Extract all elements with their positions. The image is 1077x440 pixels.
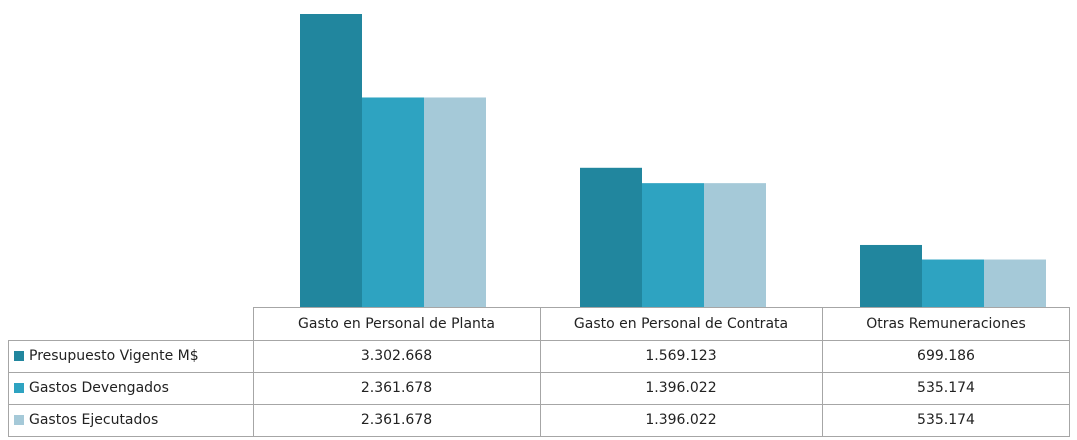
value-label: 699.186 bbox=[917, 348, 975, 364]
legend-swatch bbox=[14, 415, 24, 425]
value-label: 535.174 bbox=[917, 412, 975, 428]
legend-label: Gastos Devengados bbox=[29, 380, 169, 396]
value-label: 1.396.022 bbox=[645, 380, 716, 396]
category-label: Otras Remuneraciones bbox=[866, 316, 1026, 332]
legend-label: Gastos Ejecutados bbox=[29, 412, 158, 428]
value-label: 535.174 bbox=[917, 380, 975, 396]
bar bbox=[984, 259, 1046, 307]
legend-swatch bbox=[14, 351, 24, 361]
bar bbox=[642, 183, 704, 307]
table-borders bbox=[8, 307, 1070, 437]
category-label: Gasto en Personal de Planta bbox=[298, 316, 495, 332]
value-label: 2.361.678 bbox=[361, 412, 432, 428]
value-label: 2.361.678 bbox=[361, 380, 432, 396]
value-label: 1.569.123 bbox=[645, 348, 716, 364]
bar bbox=[860, 244, 922, 307]
legend-swatch bbox=[14, 383, 24, 393]
bar bbox=[922, 259, 984, 307]
category-label: Gasto en Personal de Contrata bbox=[574, 316, 788, 332]
bar bbox=[580, 167, 642, 307]
bar bbox=[424, 97, 486, 307]
bar bbox=[704, 183, 766, 307]
value-label: 1.396.022 bbox=[645, 412, 716, 428]
value-label: 3.302.668 bbox=[361, 348, 432, 364]
bar bbox=[362, 97, 424, 307]
legend-label: Presupuesto Vigente M$ bbox=[29, 348, 199, 364]
bar bbox=[300, 14, 362, 307]
